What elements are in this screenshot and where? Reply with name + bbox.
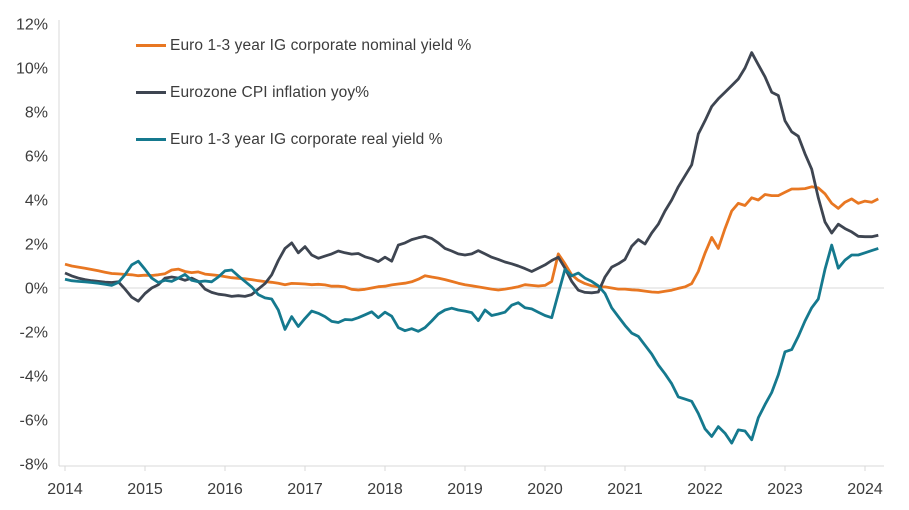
legend-label-nominal-yield: Euro 1-3 year IG corporate nominal yield… [170, 36, 472, 54]
svg-text:10%: 10% [16, 61, 48, 78]
svg-text:-4%: -4% [20, 369, 48, 386]
legend-item-cpi-inflation: Eurozone CPI inflation yoy% [136, 83, 471, 101]
svg-text:6%: 6% [25, 149, 48, 166]
svg-text:2024: 2024 [847, 481, 883, 498]
svg-text:2%: 2% [25, 237, 48, 254]
svg-text:2022: 2022 [687, 481, 723, 498]
svg-text:4%: 4% [25, 193, 48, 210]
svg-text:2017: 2017 [287, 481, 323, 498]
legend-item-nominal-yield: Euro 1-3 year IG corporate nominal yield… [136, 36, 472, 54]
legend-label-real-yield: Euro 1-3 year IG corporate real yield % [170, 130, 443, 148]
svg-text:12%: 12% [16, 17, 48, 34]
svg-text:2023: 2023 [767, 481, 803, 498]
nominal-yield-line-swatch-icon [136, 44, 166, 47]
real-yield-line-swatch-icon [136, 138, 166, 141]
svg-text:8%: 8% [25, 105, 48, 122]
svg-text:2016: 2016 [207, 481, 243, 498]
svg-text:-2%: -2% [20, 325, 48, 342]
svg-text:-6%: -6% [20, 413, 48, 430]
svg-text:2019: 2019 [447, 481, 483, 498]
legend: Euro 1-3 year IG corporate nominal yield… [136, 36, 472, 179]
svg-text:2018: 2018 [367, 481, 403, 498]
svg-text:2021: 2021 [607, 481, 643, 498]
legend-item-real-yield: Euro 1-3 year IG corporate real yield % [136, 130, 471, 148]
svg-text:0%: 0% [25, 281, 48, 298]
svg-text:2014: 2014 [47, 481, 83, 498]
cpi-inflation-line-swatch-icon [136, 91, 166, 94]
svg-text:2020: 2020 [527, 481, 563, 498]
legend-label-cpi-inflation: Eurozone CPI inflation yoy% [170, 83, 370, 101]
svg-text:2015: 2015 [127, 481, 163, 498]
svg-text:-8%: -8% [20, 457, 48, 474]
